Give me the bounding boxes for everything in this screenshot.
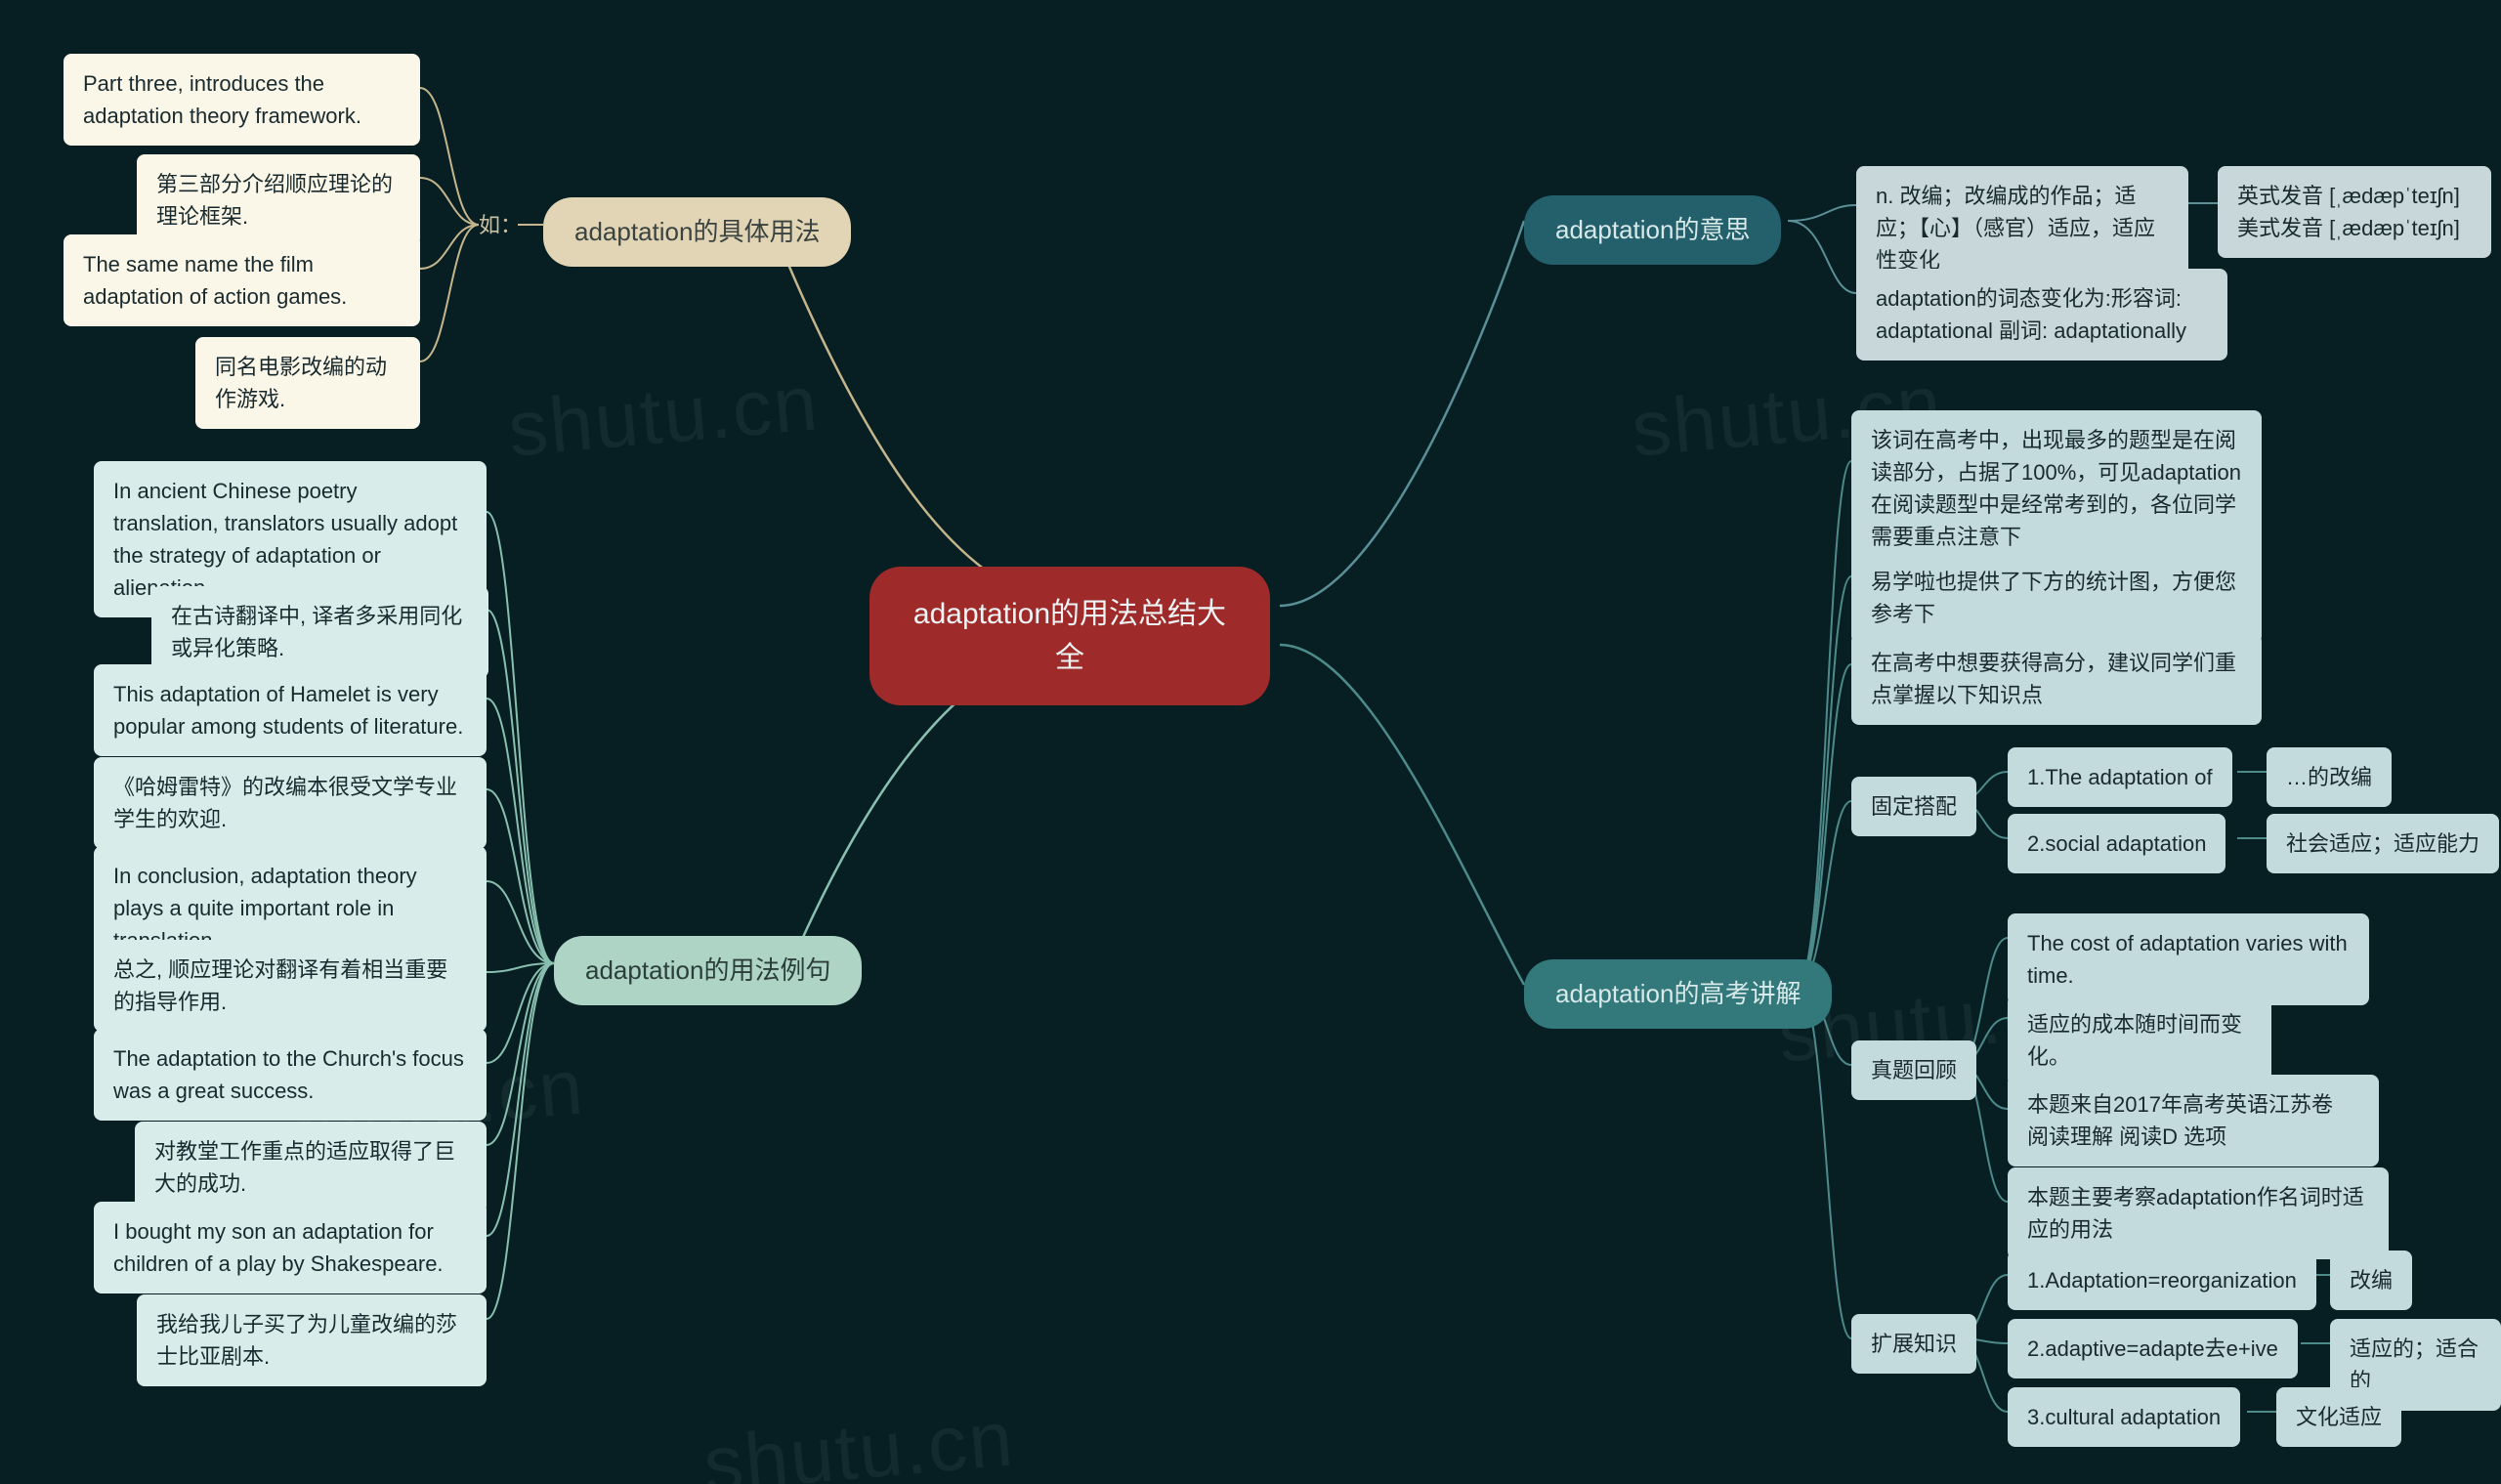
leaf-gd-2a[interactable]: 2.social adaptation: [2008, 814, 2225, 873]
leaf-zt-4[interactable]: 本题主要考察adaptation作名词时适应的用法: [2008, 1167, 2389, 1259]
leaf-meaning-pronunciation[interactable]: 英式发音 [ˌædæpˈteɪʃn] 美式发音 [ˌædæpˈteɪʃn]: [2218, 166, 2491, 258]
leaf-gd-1a[interactable]: 1.The adaptation of: [2008, 747, 2232, 807]
leaf-kz-1b[interactable]: 改编: [2330, 1251, 2412, 1310]
leaf-gaokao-tip3[interactable]: 在高考中想要获得高分，建议同学们重点掌握以下知识点: [1851, 633, 2262, 725]
leaf-kz-1a[interactable]: 1.Adaptation=reorganization: [2008, 1251, 2316, 1310]
branch-meaning[interactable]: adaptation的意思: [1524, 195, 1781, 265]
leaf-usage-1[interactable]: Part three, introduces the adaptation th…: [64, 54, 420, 146]
leaf-gd-2b[interactable]: 社会适应；适应能力: [2267, 814, 2499, 873]
leaf-usage-4[interactable]: 同名电影改编的动作游戏.: [195, 337, 420, 429]
mindmap-root-node[interactable]: adaptation的用法总结大 全: [869, 567, 1270, 705]
leaf-sen-10[interactable]: 我给我儿子买了为儿童改编的莎士比亚剧本.: [137, 1294, 487, 1386]
leaf-sen-8[interactable]: 对教堂工作重点的适应取得了巨大的成功.: [135, 1122, 487, 1213]
root-line2: 全: [909, 636, 1231, 680]
leaf-gudingdapei-label[interactable]: 固定搭配: [1851, 777, 1976, 836]
leaf-kz-3b[interactable]: 文化适应: [2276, 1387, 2401, 1447]
leaf-zt-1[interactable]: The cost of adaptation varies with time.: [2008, 913, 2369, 1005]
leaf-zt-2[interactable]: 适应的成本随时间而变化。: [2008, 995, 2271, 1086]
leaf-zhenti-label[interactable]: 真题回顾: [1851, 1040, 1976, 1100]
leaf-sen-7[interactable]: The adaptation to the Church's focus was…: [94, 1029, 487, 1121]
root-line1: adaptation的用法总结大: [909, 592, 1231, 636]
leaf-usage-such-as: 如：: [479, 205, 520, 245]
leaf-sen-9[interactable]: I bought my son an adaptation for childr…: [94, 1202, 487, 1293]
watermark: shutu.cn: [505, 358, 823, 474]
leaf-gaokao-tip2[interactable]: 易学啦也提供了下方的统计图，方便您参考下: [1851, 552, 2262, 644]
leaf-sen-3[interactable]: This adaptation of Hamelet is very popul…: [94, 664, 487, 756]
leaf-meaning-wordforms[interactable]: adaptation的词态变化为:形容词: adaptational 副词: a…: [1856, 269, 2227, 360]
leaf-usage-2[interactable]: 第三部分介绍顺应理论的理论框架.: [137, 154, 420, 246]
leaf-zt-3[interactable]: 本题来自2017年高考英语江苏卷 阅读理解 阅读D 选项: [2008, 1075, 2379, 1166]
leaf-sen-4[interactable]: 《哈姆雷特》的改编本很受文学专业学生的欢迎.: [94, 757, 487, 849]
branch-sentences[interactable]: adaptation的用法例句: [554, 936, 862, 1005]
leaf-gd-1b[interactable]: …的改编: [2267, 747, 2392, 807]
leaf-kz-2a[interactable]: 2.adaptive=adapte去e+ive: [2008, 1319, 2298, 1378]
leaf-gaokao-tip1[interactable]: 该词在高考中，出现最多的题型是在阅读部分，占据了100%，可见adaptatio…: [1851, 410, 2262, 567]
mindmap-canvas: shutu.cn shutu.cn shutu.cn shutu.cn shut…: [0, 0, 2501, 1484]
leaf-sen-6[interactable]: 总之, 顺应理论对翻译有着相当重要的指导作用.: [94, 940, 487, 1032]
leaf-usage-3[interactable]: The same name the film adaptation of act…: [64, 234, 420, 326]
branch-gaokao[interactable]: adaptation的高考讲解: [1524, 959, 1832, 1029]
branch-usage[interactable]: adaptation的具体用法: [543, 197, 851, 267]
watermark: shutu.cn: [700, 1393, 1018, 1484]
leaf-kuozhan-label[interactable]: 扩展知识: [1851, 1314, 1976, 1374]
leaf-kz-3a[interactable]: 3.cultural adaptation: [2008, 1387, 2240, 1447]
